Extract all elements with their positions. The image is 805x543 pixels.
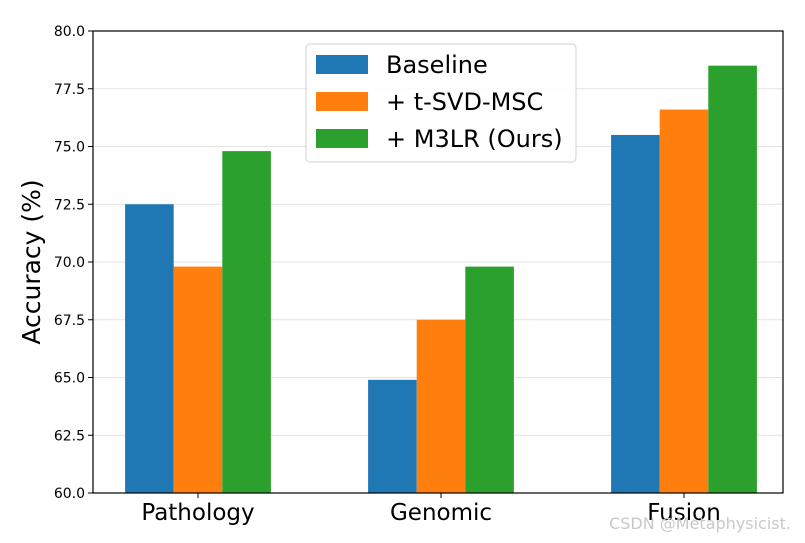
legend-swatch-m3lr bbox=[316, 129, 368, 148]
legend: Baseline + t-SVD-MSC + M3LR (Ours) bbox=[305, 43, 577, 163]
legend-swatch-tsvd-msc bbox=[316, 92, 368, 111]
legend-label-baseline: Baseline bbox=[386, 51, 488, 79]
y-axis-title: Accuracy (%) bbox=[17, 179, 46, 344]
bar-pathology-series-2 bbox=[222, 151, 271, 493]
bar-fusion-series-1 bbox=[659, 109, 709, 493]
x-axis: Pathology Genomic Fusion bbox=[141, 493, 721, 526]
y-tick-label: 70.0 bbox=[54, 255, 85, 271]
y-tick-label: 75.0 bbox=[54, 140, 85, 156]
legend-swatch-baseline bbox=[316, 55, 368, 74]
bar-pathology-series-1 bbox=[173, 266, 223, 493]
y-tick-label: 60.0 bbox=[54, 486, 85, 502]
bar-genomic-series-0 bbox=[368, 379, 417, 493]
y-tick-label: 80.0 bbox=[54, 24, 85, 40]
legend-box bbox=[305, 43, 577, 163]
legend-label-tsvd-msc: + t-SVD-MSC bbox=[386, 88, 543, 116]
watermark: CSDN @Metaphysicist. bbox=[609, 514, 791, 533]
bar-genomic-series-2 bbox=[465, 266, 514, 493]
bars-group bbox=[125, 65, 757, 494]
y-tick-label: 65.0 bbox=[54, 371, 85, 387]
y-tick-label: 72.5 bbox=[54, 197, 85, 213]
y-tick-label: 67.5 bbox=[54, 313, 85, 329]
legend-label-m3lr: + M3LR (Ours) bbox=[386, 125, 563, 153]
bar-fusion-series-0 bbox=[611, 134, 660, 493]
bar-fusion-series-2 bbox=[708, 65, 757, 494]
y-tick-label: 77.5 bbox=[54, 82, 85, 98]
y-axis: 60.0 62.5 65.0 67.5 70.0 72.5 75.0 77.5 80.0 bbox=[54, 24, 93, 502]
bar-genomic-series-1 bbox=[416, 319, 466, 493]
bar-pathology-series-0 bbox=[125, 204, 174, 493]
y-tick-label: 62.5 bbox=[54, 428, 85, 444]
x-tick-label: Pathology bbox=[141, 500, 254, 526]
x-tick-label: Genomic bbox=[390, 500, 492, 526]
x-tick-label: Fusion bbox=[647, 500, 721, 526]
